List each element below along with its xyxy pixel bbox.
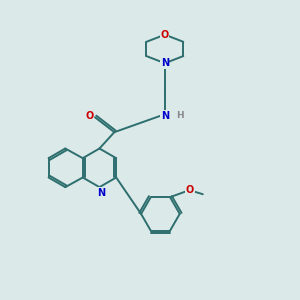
Text: H: H — [176, 111, 184, 120]
Text: O: O — [85, 111, 94, 121]
Text: N: N — [161, 111, 169, 121]
Text: N: N — [97, 188, 105, 197]
Text: N: N — [161, 58, 169, 68]
Text: O: O — [161, 30, 169, 40]
Text: O: O — [186, 185, 194, 195]
